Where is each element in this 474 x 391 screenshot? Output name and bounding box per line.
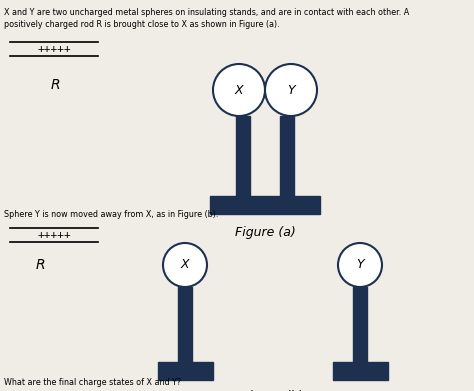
Bar	[353, 287, 367, 362]
Bar	[280, 116, 294, 196]
Text: X and Y are two uncharged metal spheres on insulating stands, and are in contact: X and Y are two uncharged metal spheres …	[4, 8, 409, 17]
Text: R: R	[50, 78, 60, 92]
Text: +++++: +++++	[37, 230, 71, 240]
Text: Sphere Y is now moved away from X, as in Figure (b).: Sphere Y is now moved away from X, as in…	[4, 210, 219, 219]
Text: Y: Y	[356, 258, 364, 271]
Text: +++++: +++++	[37, 44, 71, 54]
Circle shape	[213, 64, 265, 116]
Bar	[333, 362, 388, 380]
Text: X: X	[235, 84, 243, 97]
Circle shape	[338, 243, 382, 287]
Bar	[210, 196, 320, 214]
Text: Y: Y	[287, 84, 295, 97]
Text: positively charged rod R is brought close to X as shown in Figure (a).: positively charged rod R is brought clos…	[4, 20, 280, 29]
Circle shape	[163, 243, 207, 287]
Text: R: R	[35, 258, 45, 272]
Text: What are the final charge states of X and Y?: What are the final charge states of X an…	[4, 378, 181, 387]
Circle shape	[265, 64, 317, 116]
Text: X: X	[181, 258, 189, 271]
Bar	[178, 287, 192, 362]
Text: Figure (b): Figure (b)	[242, 390, 303, 391]
Bar	[158, 362, 213, 380]
Text: Figure (a): Figure (a)	[235, 226, 295, 239]
Bar	[236, 116, 250, 196]
